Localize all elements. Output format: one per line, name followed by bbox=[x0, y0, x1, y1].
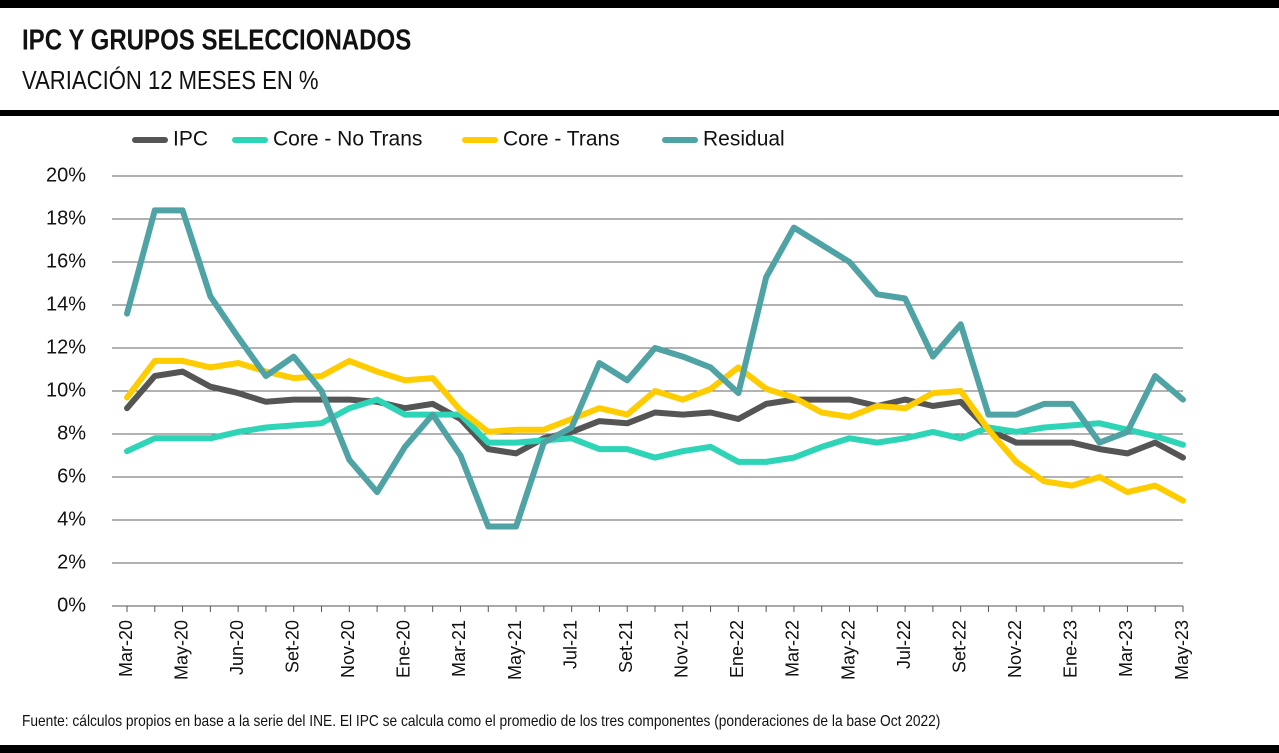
legend-label: Residual bbox=[703, 128, 785, 151]
y-tick-label: 4% bbox=[57, 508, 86, 530]
x-tick-label: May-22 bbox=[838, 620, 858, 680]
legend-label: Core - No Trans bbox=[273, 128, 422, 151]
x-tick-label: May-21 bbox=[505, 620, 525, 680]
x-tick-label: Mar-21 bbox=[449, 620, 469, 677]
y-tick-label: 14% bbox=[46, 293, 86, 315]
x-tick-label: Ene-23 bbox=[1061, 620, 1081, 678]
series-line bbox=[124, 357, 1186, 504]
series-line bbox=[124, 396, 1186, 465]
y-tick-label: 0% bbox=[57, 594, 86, 616]
legend-label: Core - Trans bbox=[503, 128, 620, 151]
y-tick-label: 18% bbox=[46, 207, 86, 229]
x-tick-label: Mar-23 bbox=[1116, 620, 1136, 677]
top-bar bbox=[0, 0, 1279, 8]
x-tick-label: Set-20 bbox=[282, 620, 302, 673]
y-tick-label: 16% bbox=[46, 250, 86, 272]
x-tick-label: Jun-20 bbox=[227, 620, 247, 675]
y-tick-label: 2% bbox=[57, 551, 86, 573]
x-tick-label: Mar-22 bbox=[783, 620, 803, 677]
series-line bbox=[124, 207, 1186, 530]
x-tick-label: Ene-22 bbox=[727, 620, 747, 678]
bottom-bar bbox=[0, 745, 1279, 753]
x-tick-label: May-20 bbox=[171, 620, 191, 680]
y-tick-label: 8% bbox=[57, 422, 86, 444]
chart-title: IPC Y GRUPOS SELECCIONADOS bbox=[22, 24, 411, 57]
y-tick-label: 12% bbox=[46, 336, 86, 358]
y-tick-label: 10% bbox=[46, 379, 86, 401]
x-tick-label: Nov-21 bbox=[672, 620, 692, 678]
x-tick-label: Jul-21 bbox=[560, 620, 580, 669]
y-tick-label: 20% bbox=[46, 164, 86, 186]
y-tick-label: 6% bbox=[57, 465, 86, 487]
source-note: Fuente: cálculos propios en base a la se… bbox=[22, 712, 940, 730]
x-tick-label: Mar-20 bbox=[116, 620, 136, 677]
header-rule bbox=[0, 110, 1279, 116]
legend-label: IPC bbox=[173, 128, 208, 151]
x-tick-label: Ene-20 bbox=[394, 620, 414, 678]
x-tick-label: Nov-22 bbox=[1005, 620, 1025, 678]
chart-subtitle: VARIACIÓN 12 MESES EN % bbox=[22, 66, 319, 95]
x-tick-label: Nov-20 bbox=[338, 620, 358, 678]
x-tick-label: Jul-22 bbox=[894, 620, 914, 669]
x-tick-label: Set-22 bbox=[949, 620, 969, 673]
x-tick-label: May-23 bbox=[1172, 620, 1192, 680]
series-line bbox=[124, 368, 1186, 461]
x-tick-label: Set-21 bbox=[616, 620, 636, 673]
